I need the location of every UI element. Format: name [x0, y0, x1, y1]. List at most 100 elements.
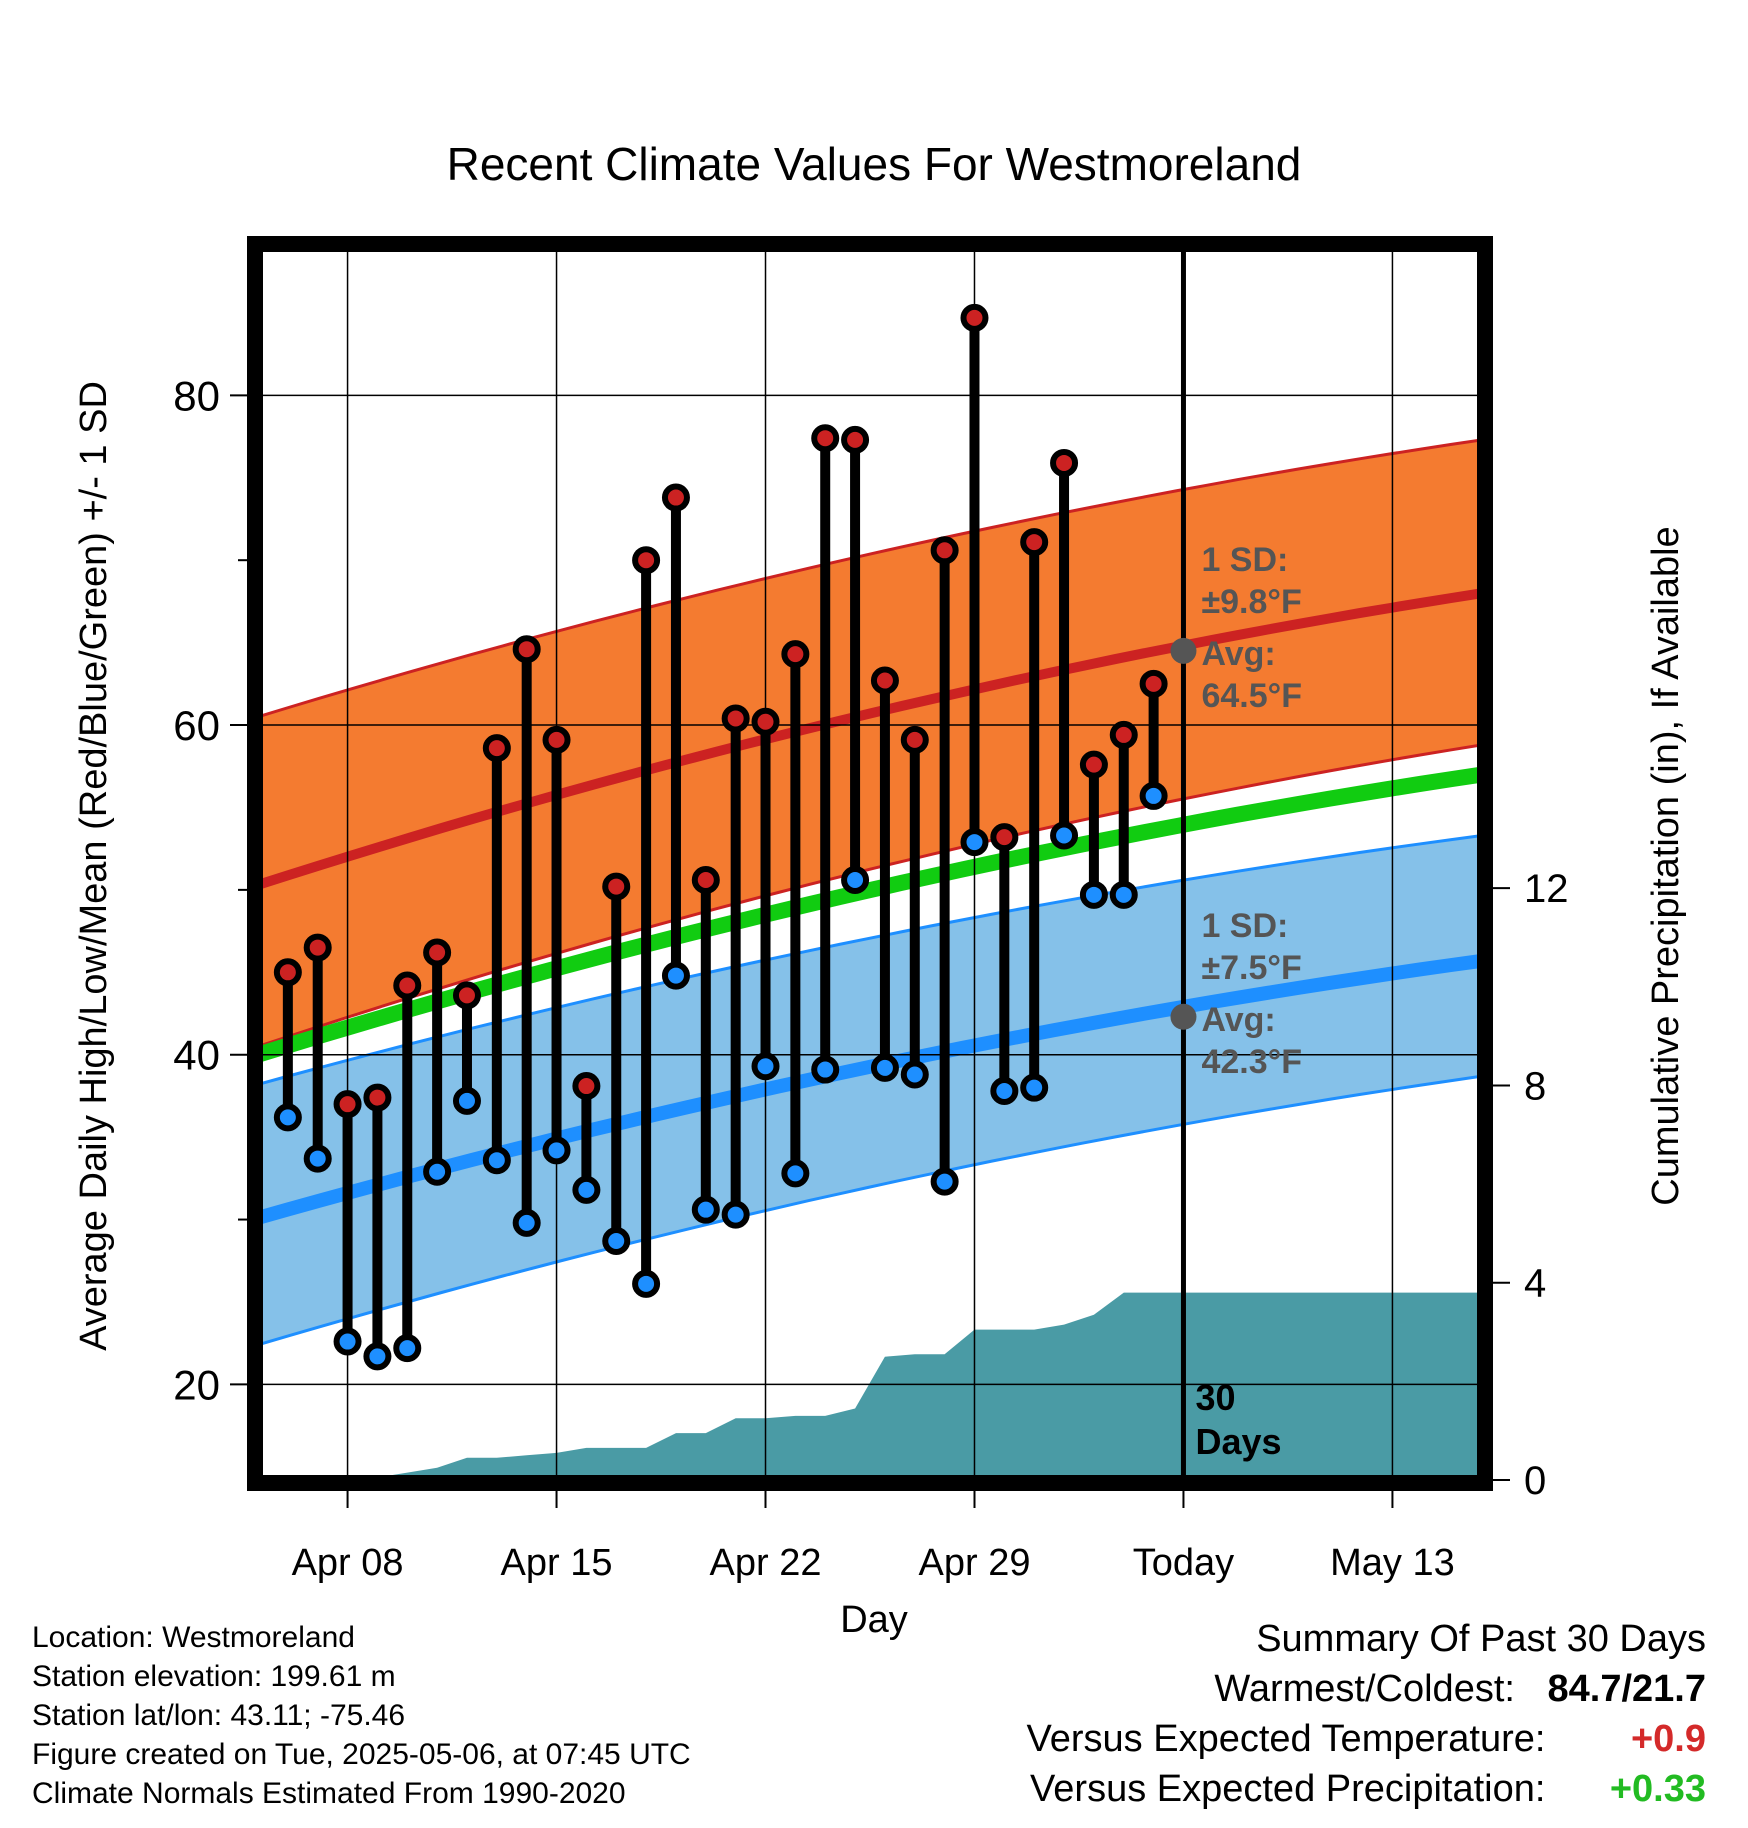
- daily-high-point: [393, 971, 422, 1000]
- daily-low-point: [781, 1159, 810, 1188]
- daily-low-point: [482, 1146, 511, 1175]
- daily-high-point: [482, 734, 511, 763]
- daily-high-point: [1139, 669, 1168, 698]
- info-latlon: Station lat/lon: 43.11; -75.46: [32, 1699, 406, 1732]
- summary-temp: Versus Expected Temperature: +0.9: [1027, 1714, 1706, 1764]
- daily-low-point: [1050, 821, 1079, 850]
- warm-cold-value: 84.7/21.7: [1547, 1668, 1706, 1710]
- daily-high-point: [303, 933, 332, 962]
- daily-low-point: [303, 1144, 332, 1173]
- station-info: Location: Westmoreland Station elevation…: [32, 1618, 691, 1813]
- y-tick-label: 40: [173, 1032, 220, 1079]
- y-right-tick-label: 12: [1524, 867, 1569, 911]
- y-right-tick-label: 4: [1524, 1262, 1546, 1306]
- daily-high-point: [602, 872, 631, 901]
- precip-value: +0.33: [1609, 1768, 1706, 1810]
- daily-high-point: [960, 303, 989, 332]
- daily-high-point: [841, 425, 870, 454]
- summary-panel: Summary Of Past 30 Days Warmest/Coldest:…: [1027, 1614, 1706, 1814]
- daily-high-point: [632, 546, 661, 575]
- daily-high-point: [273, 958, 302, 987]
- precip-label: Versus Expected Precipitation:: [1030, 1768, 1546, 1810]
- today-high-marker: [1170, 637, 1197, 664]
- daily-high-point: [333, 1090, 362, 1119]
- daily-high-point: [721, 704, 750, 733]
- high-sd-band-lower-edge: [258, 743, 1482, 1048]
- daily-high-point: [363, 1083, 392, 1112]
- daily-low-point: [930, 1167, 959, 1196]
- daily-low-point: [870, 1053, 899, 1082]
- high-sd-band-upper-edge: [258, 438, 1482, 719]
- today-low-annotation-line: Avg:: [1201, 1001, 1275, 1039]
- daily-high-point: [691, 865, 720, 894]
- daily-low-point: [960, 828, 989, 857]
- y-axis-label: Average Daily High/Low/Mean (Red/Blue/Gr…: [73, 381, 115, 1351]
- today-low-annotation-line: 42.3°F: [1201, 1043, 1302, 1081]
- info-normals: Climate Normals Estimated From 1990-2020: [32, 1777, 626, 1810]
- high-sd-band: [258, 439, 1482, 1047]
- daily-high-point: [1079, 750, 1108, 779]
- daily-high-point: [1109, 720, 1138, 749]
- daily-low-point: [632, 1269, 661, 1298]
- daily-low-point: [1079, 880, 1108, 909]
- daily-high-point: [900, 725, 929, 754]
- summary-heading: Summary Of Past 30 Days: [1256, 1618, 1706, 1660]
- daily-low-point: [572, 1175, 601, 1204]
- x-tick-label: Apr 15: [501, 1542, 613, 1584]
- daily-low-point: [811, 1055, 840, 1084]
- today-low-annotation-line: 1 SD:: [1201, 907, 1288, 945]
- temp-value: +0.9: [1630, 1718, 1706, 1760]
- y-right-tick-label: 8: [1524, 1064, 1546, 1108]
- daily-high-point: [423, 938, 452, 967]
- daily-low-point: [841, 865, 870, 894]
- daily-low-point: [1020, 1073, 1049, 1102]
- x-axis-label: Day: [840, 1599, 908, 1641]
- info-elevation: Station elevation: 199.61 m: [32, 1660, 396, 1693]
- today-high-annotation-line: Avg:: [1201, 635, 1275, 673]
- daily-high-point: [452, 981, 481, 1010]
- today-label-line: 30: [1195, 1377, 1235, 1418]
- daily-high-point: [870, 666, 899, 695]
- temp-label: Versus Expected Temperature:: [1026, 1718, 1546, 1760]
- daily-low-point: [691, 1195, 720, 1224]
- x-tick-label: Apr 08: [292, 1542, 404, 1584]
- daily-low-point: [661, 961, 690, 990]
- daily-low-point: [423, 1157, 452, 1186]
- daily-high-point: [811, 424, 840, 453]
- daily-low-point: [273, 1103, 302, 1132]
- daily-low-point: [751, 1052, 780, 1081]
- low-sd-band-lower-edge: [258, 1074, 1482, 1347]
- daily-bars: [273, 303, 1168, 1371]
- daily-high-point: [1050, 448, 1079, 477]
- today-low-annotation: 1 SD: ±7.5°F Avg: 42.3°F: [1201, 907, 1302, 1081]
- daily-high-point: [751, 707, 780, 736]
- y-tick-label: 20: [173, 1361, 220, 1408]
- info-created: Figure created on Tue, 2025-05-06, at 07…: [32, 1738, 691, 1771]
- today-high-annotation: 1 SD: ±9.8°F Avg: 64.5°F: [1201, 541, 1302, 715]
- daily-low-point: [602, 1226, 631, 1255]
- daily-low-point: [333, 1327, 362, 1356]
- y-tick-label: 60: [173, 702, 220, 749]
- daily-high-point: [661, 483, 690, 512]
- x-tick-label: May 13: [1330, 1542, 1455, 1584]
- daily-low-point: [512, 1208, 541, 1237]
- daily-low-point: [452, 1086, 481, 1115]
- daily-high-point: [1020, 528, 1049, 557]
- y-right-tick-label: 0: [1524, 1459, 1546, 1503]
- chart-title: Recent Climate Values For Westmoreland: [447, 138, 1302, 190]
- today-label-line: Days: [1195, 1421, 1281, 1462]
- today-high-annotation-line: 64.5°F: [1201, 677, 1302, 715]
- summary-warm-cold: Warmest/Coldest: 84.7/21.7: [1027, 1664, 1706, 1714]
- daily-low-point: [363, 1342, 392, 1371]
- daily-high-point: [930, 536, 959, 565]
- plot-frame: [247, 236, 1493, 1491]
- warm-cold-label: Warmest/Coldest:: [1214, 1668, 1515, 1710]
- summary-precip: Versus Expected Precipitation: +0.33: [1027, 1764, 1706, 1814]
- daily-low-point: [990, 1076, 1019, 1105]
- y-tick-label: 80: [173, 372, 220, 419]
- daily-high-point: [572, 1072, 601, 1101]
- daily-high-point: [542, 725, 571, 754]
- precip-area: [258, 1292, 1482, 1480]
- daily-low-point: [900, 1060, 929, 1089]
